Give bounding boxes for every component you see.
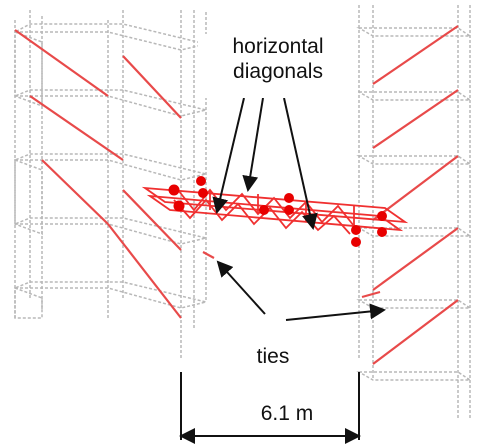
horizontal-diagonals-label-line1: horizontal [232,35,324,58]
right-scaffold [356,5,473,420]
truss-nodes [168,176,387,247]
horizontal-diagonals-arrows [212,97,318,230]
ties-label: ties [241,344,305,374]
horizontal-diagonals-label: horizontal diagonals [198,34,358,98]
dimension-line [179,372,361,444]
dimension-label: 6.1 m [260,402,314,425]
horizontal-truss [141,186,409,235]
diagonal-braces [14,25,459,365]
left-scaffold [14,10,207,360]
horizontal-diagonals-label-line2: diagonals [233,60,323,84]
ties [202,251,381,299]
ties-arrows [216,260,386,321]
